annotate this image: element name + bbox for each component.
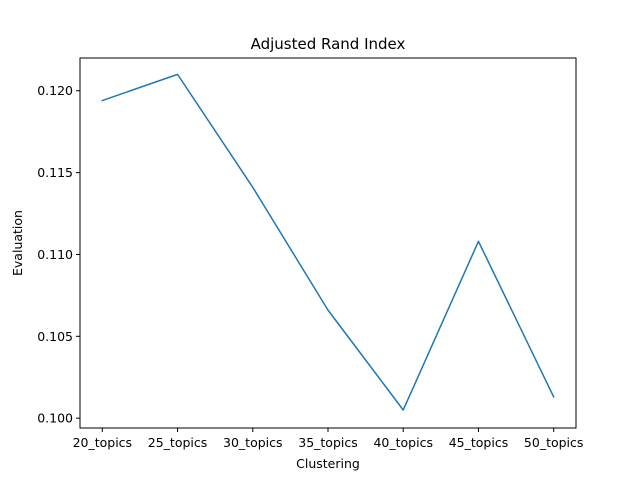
x-tick-label: 30_topics: [223, 435, 283, 450]
x-tick-label: 40_topics: [373, 435, 433, 450]
y-axis-ticks: 0.100 0.105 0.110 0.115 0.120: [37, 83, 80, 426]
x-axis-ticks: 20_topics 25_topics 30_topics 35_topics 40_t…: [73, 428, 584, 450]
x-tick-label: 25_topics: [148, 435, 208, 450]
plot-frame: [79, 57, 577, 429]
plot-area: [80, 58, 576, 428]
y-tick-label: 0.105: [37, 329, 73, 344]
x-tick-label: 45_topics: [449, 435, 509, 450]
x-tick-label: 20_topics: [73, 435, 133, 450]
x-tick-label: 50_topics: [524, 435, 584, 450]
y-tick-label: 0.110: [37, 247, 73, 262]
y-tick-label: 0.100: [37, 411, 73, 426]
series-line: [101, 73, 555, 411]
series-layer: [101, 73, 555, 411]
x-tick-label: 35_topics: [298, 435, 358, 450]
chart-title: Adjusted Rand Index: [251, 35, 406, 53]
y-axis-label: Evaluation: [10, 210, 25, 276]
y-tick-label: 0.115: [37, 165, 73, 180]
x-axis-label: Clustering: [296, 456, 360, 471]
y-tick-label: 0.120: [37, 83, 73, 98]
